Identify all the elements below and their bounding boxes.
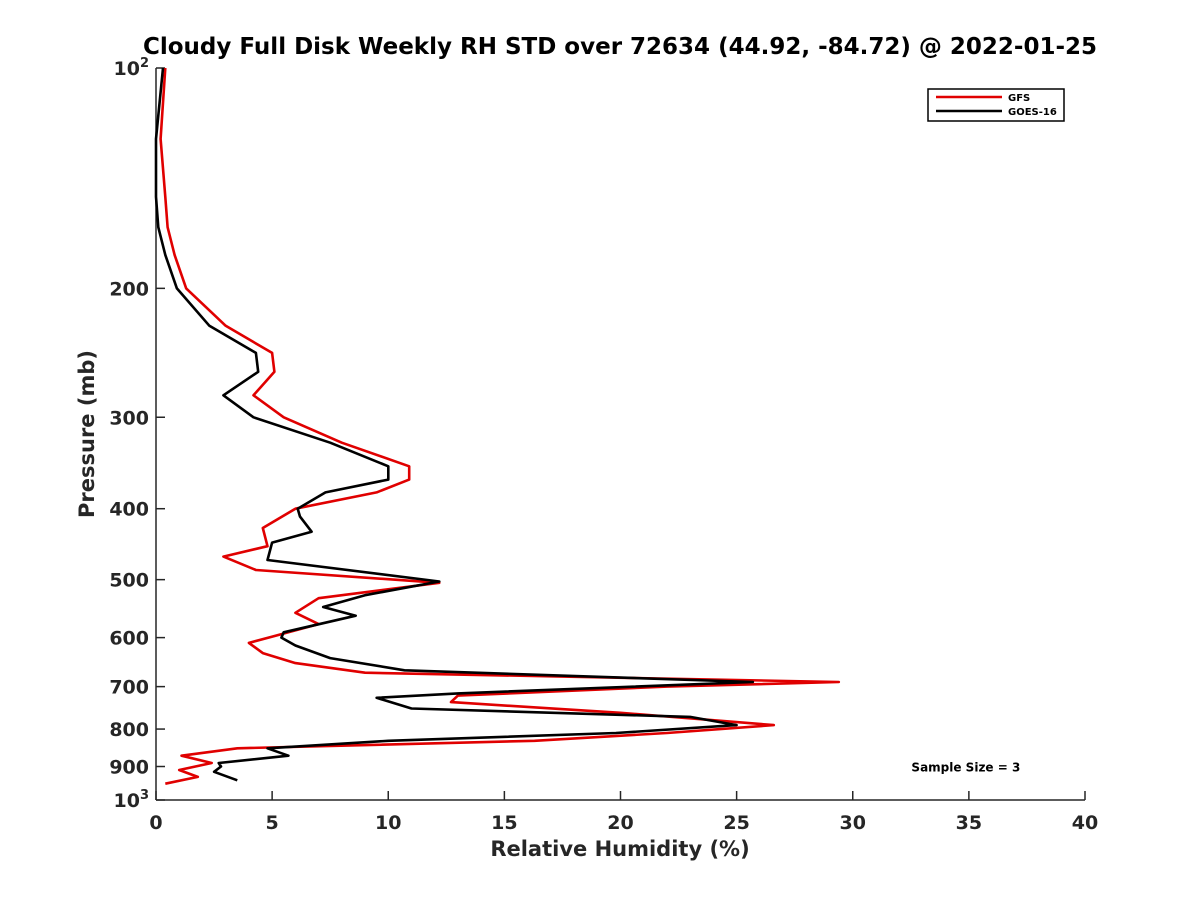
y-tick-label: 103 [114,788,150,812]
x-tick-label: 10 [375,812,401,834]
axes-layer: 0 5 10 15 20 25 30 35 40 102 200 300 400 500 600 700 800… [109,56,1098,834]
chart-title: Cloudy Full Disk Weekly RH STD over 7263… [143,34,1097,60]
y-tick-label: 700 [109,677,149,699]
series-layer [154,67,841,785]
sample-size-annotation: Sample Size = 3 [911,761,1020,775]
x-tick-label: 40 [1072,812,1098,834]
series-line-goes-16 [154,67,755,782]
legend-box [927,88,1065,122]
y-tick-label: 200 [109,278,149,300]
x-tick-label: 0 [149,812,162,834]
x-axis-label: Relative Humidity (%) [490,837,749,861]
y-tick-label: 500 [109,570,149,592]
x-tick-label: 5 [266,812,279,834]
y-tick-label: 900 [109,757,149,779]
legend-entry-label: GOES-16 [1008,107,1057,118]
x-tick-label: 35 [956,812,982,834]
x-tick-label: 20 [607,812,633,834]
legend: GFS GOES-16 [927,88,1065,122]
y-tick-label: 800 [109,719,149,741]
series-line-gfs [159,67,841,785]
y-tick-label: 102 [114,56,150,80]
y-tick-label: 300 [109,407,149,429]
x-tick-label: 15 [491,812,517,834]
x-tick-label: 25 [723,812,749,834]
annotations-layer: Sample Size = 3 [911,761,1020,775]
y-axis-label: Pressure (mb) [75,350,99,518]
x-tick-label: 30 [840,812,866,834]
y-tick-label: 600 [109,628,149,650]
legend-entry-label: GFS [1008,93,1030,104]
y-tick-label: 400 [109,499,149,521]
